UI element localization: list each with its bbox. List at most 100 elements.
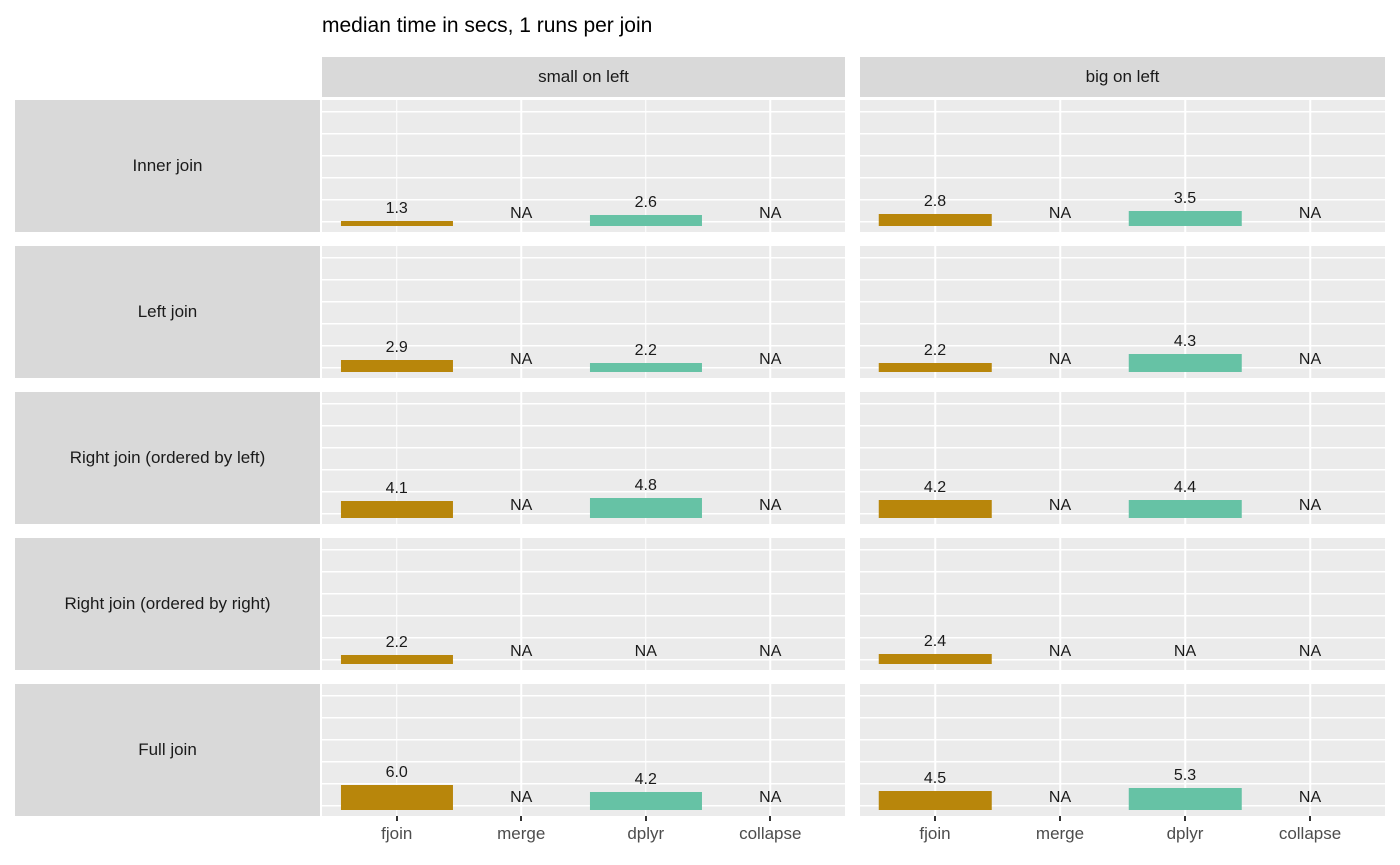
x-axis-label-collapse: collapse (739, 824, 802, 843)
v-gridline (395, 100, 398, 232)
facet-panel: 1.3 NA 2.6 NA (322, 100, 845, 232)
v-gridline (520, 684, 522, 816)
v-gridline (1184, 100, 1186, 232)
fjoin-bar (878, 791, 992, 810)
v-gridline (769, 246, 772, 378)
x-axis-tick (1309, 816, 1311, 821)
fjoin-bar (878, 362, 992, 372)
v-gridline (1309, 538, 1311, 670)
v-gridline (520, 100, 522, 232)
bar-value-label: 2.9 (385, 338, 408, 356)
facet-row-strip: Right join (ordered by left) (15, 392, 320, 524)
na-label: NA (510, 789, 533, 806)
na-label: NA (1048, 643, 1072, 660)
fjoin-bar (340, 500, 453, 518)
v-gridline (1184, 246, 1186, 378)
x-axis-tick (934, 816, 936, 821)
bar-value-label: 2.6 (634, 194, 657, 212)
na-label: NA (510, 497, 533, 514)
x-axis-label-merge: merge (497, 824, 546, 843)
na-label: NA (759, 497, 782, 514)
v-gridline (645, 684, 647, 816)
x-axis-tick (395, 816, 398, 821)
fjoin-bar (878, 653, 992, 664)
dplyr-bar (589, 362, 702, 372)
chart-title: median time in secs, 1 runs per join (322, 14, 653, 37)
dplyr-bar (1128, 787, 1242, 810)
bar-value-label: 4.5 (923, 770, 947, 788)
na-label: NA (1298, 205, 1322, 222)
na-label: NA (1298, 351, 1322, 368)
x-axis-label-fjoin: fjoin (919, 824, 951, 843)
facet-panel: 2.8 NA 3.5 NA (860, 100, 1385, 232)
dplyr-bar (1128, 353, 1242, 372)
x-axis-label-fjoin: fjoin (381, 824, 413, 843)
x-axis-label-collapse: collapse (1278, 824, 1342, 843)
bar-value-label: 6.0 (385, 763, 408, 781)
na-label: NA (1048, 351, 1072, 368)
na-label: NA (1298, 497, 1322, 514)
facet-panel: 2.4 NA NA NA (860, 538, 1385, 670)
v-gridline (645, 100, 647, 232)
na-label: NA (510, 351, 533, 368)
na-label: NA (510, 205, 533, 222)
facet-panel: 6.0 NA 4.2 NA (322, 684, 845, 816)
v-gridline (769, 684, 772, 816)
x-axis-tick (769, 816, 772, 821)
v-gridline (1309, 100, 1311, 232)
fjoin-bar (340, 220, 453, 226)
facet-row-strip: Left join (15, 246, 320, 378)
v-gridline (1059, 392, 1061, 524)
v-gridline (1184, 684, 1186, 816)
facet-panel: 4.5 NA 5.3 NA (860, 684, 1385, 816)
x-axis-label-merge: merge (1035, 824, 1085, 843)
fjoin-bar (878, 214, 992, 226)
fjoin-bar (878, 500, 992, 518)
na-label: NA (1048, 497, 1072, 514)
facet-panel: 4.1 NA 4.8 NA (322, 392, 845, 524)
v-gridline (395, 246, 398, 378)
na-label: NA (759, 351, 782, 368)
x-axis-tick (520, 816, 523, 821)
v-gridline (934, 100, 936, 232)
dplyr-bar (1128, 499, 1242, 518)
dplyr-bar (589, 497, 702, 518)
dplyr-bar (589, 792, 702, 810)
na-label: NA (634, 643, 657, 660)
facet-row-strip: Right join (ordered by right) (15, 538, 320, 670)
v-gridline (1059, 100, 1061, 232)
v-gridline (769, 392, 772, 524)
bar-value-label: 4.1 (385, 479, 408, 497)
x-axis-tick (1184, 816, 1186, 821)
v-gridline (1059, 684, 1061, 816)
dplyr-bar (1128, 211, 1242, 226)
v-gridline (1309, 246, 1311, 378)
v-gridline (934, 246, 936, 378)
v-gridline (1184, 538, 1186, 670)
x-axis-tick (1059, 816, 1061, 821)
bar-value-label: 4.2 (634, 771, 657, 789)
facet-panel: 2.2 NA 4.3 NA (860, 246, 1385, 378)
v-gridline (645, 392, 647, 524)
v-gridline (520, 538, 522, 670)
v-gridline (934, 538, 936, 670)
na-label: NA (1173, 643, 1197, 660)
na-label: NA (1048, 789, 1072, 806)
bar-value-label: 3.5 (1173, 190, 1197, 208)
facet-row-strip: Inner join (15, 100, 320, 232)
na-label: NA (510, 643, 533, 660)
bar-value-label: 4.4 (1173, 478, 1197, 496)
bar-value-label: 1.3 (385, 199, 408, 217)
facet-panel: 2.2 NA NA NA (322, 538, 845, 670)
na-label: NA (759, 205, 782, 222)
v-gridline (645, 538, 647, 670)
na-label: NA (759, 643, 782, 660)
v-gridline (395, 538, 398, 670)
x-axis-label-dplyr: dplyr (1166, 824, 1204, 843)
na-label: NA (759, 789, 782, 806)
na-label: NA (1048, 205, 1072, 222)
v-gridline (395, 684, 398, 816)
bar-value-label: 4.3 (1173, 332, 1197, 350)
fjoin-bar (340, 784, 453, 810)
